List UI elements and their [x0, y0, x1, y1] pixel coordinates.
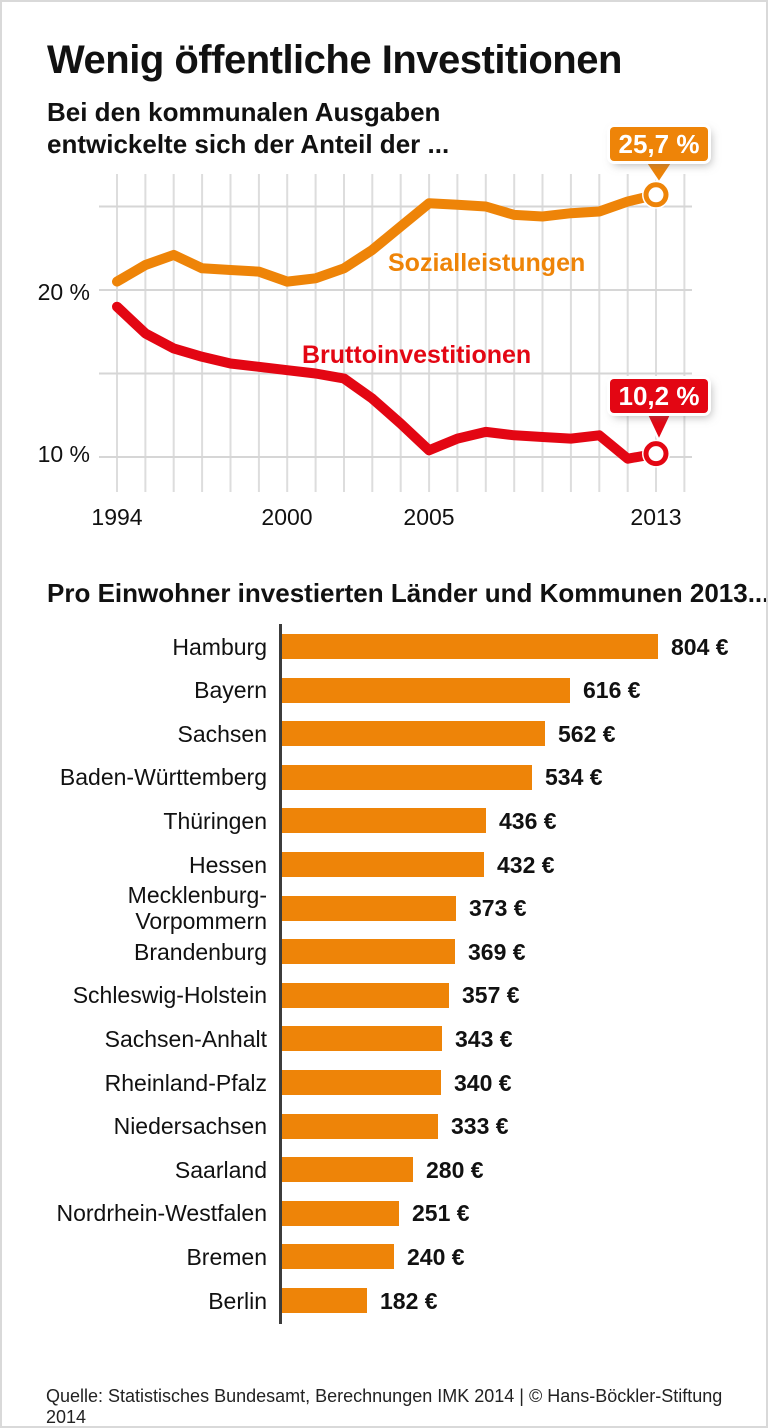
bar-row-label: Sachsen-Anhalt — [104, 1025, 267, 1052]
bar — [282, 677, 570, 703]
bar — [282, 1026, 442, 1052]
x-axis-tick-1994: 1994 — [91, 504, 143, 530]
series-label-bruttoinvestitionen: Bruttoinvestitionen — [302, 341, 532, 369]
callout-sozialleistungen-value: 25,7 % — [610, 127, 708, 161]
bar-value-label: 343 € — [455, 1025, 513, 1052]
bar-row-label: Sachsen — [177, 720, 267, 747]
bar-value-label: 182 € — [380, 1287, 438, 1314]
bar-row-label: Bayern — [194, 677, 267, 704]
bar-value-label: 432 € — [497, 851, 555, 878]
line-chart — [99, 162, 692, 492]
bar-value-label: 333 € — [451, 1113, 509, 1140]
bar-value-label: 369 € — [468, 938, 526, 965]
bar-row-label: Thüringen — [163, 807, 267, 834]
bar — [282, 1157, 413, 1183]
bar-row-label: Nordrhein-Westfalen — [56, 1200, 267, 1227]
bar — [282, 982, 449, 1008]
bar — [282, 939, 455, 965]
bar — [282, 1070, 441, 1095]
bar-value-label: 340 € — [454, 1069, 512, 1096]
bar — [282, 852, 484, 877]
bar — [282, 764, 532, 790]
bar-value-label: 240 € — [407, 1243, 465, 1270]
bar-chart-title: Pro Einwohner investierten Länder und Ko… — [47, 578, 768, 608]
bar-row-label: Bremen — [186, 1243, 267, 1270]
bar-row-label: Saarland — [174, 1156, 267, 1183]
source-line: Quelle: Statistisches Bundesamt, Berechn… — [46, 1386, 723, 1427]
bar — [282, 1244, 394, 1270]
bar-row-label: Brandenburg — [134, 938, 267, 965]
x-axis-tick-2013: 2013 — [630, 504, 682, 530]
bar-value-label: 357 € — [462, 982, 520, 1009]
bar — [282, 1288, 367, 1313]
bar-value-label: 436 € — [499, 807, 557, 834]
y-axis-tick-20: 20 % — [37, 279, 90, 305]
bar — [282, 721, 545, 747]
bar — [282, 634, 658, 659]
callout-bruttoinvestitionen-value: 10,2 % — [610, 379, 708, 413]
bar-value-label: 251 € — [412, 1200, 470, 1227]
x-axis-tick-2005: 2005 — [403, 504, 455, 530]
bar — [282, 1200, 399, 1226]
bar-row-label: Baden-Württemberg — [59, 764, 267, 791]
bar-value-label: 562 € — [558, 720, 616, 747]
bar-value-label: 804 € — [671, 633, 729, 660]
page-title: Wenig öffentliche Investitionen — [47, 38, 622, 82]
bar-value-label: 280 € — [426, 1156, 484, 1183]
bar-row-label: Berlin — [208, 1287, 267, 1314]
y-axis-tick-10: 10 % — [37, 441, 90, 467]
page-subtitle: Bei den kommunalen Ausgaben entwickelte … — [47, 97, 450, 159]
bar-row-label: Rheinland-Pfalz — [104, 1069, 267, 1096]
x-axis-tick-2000: 2000 — [261, 504, 313, 530]
bar-chart-axis-line — [279, 624, 282, 1324]
bar — [282, 808, 486, 834]
bar — [282, 895, 456, 921]
bar-value-label: 616 € — [583, 677, 641, 704]
bar-row-label: Hessen — [189, 851, 267, 878]
bar-value-label: 373 € — [469, 895, 527, 922]
bar — [282, 1113, 438, 1139]
bar-row-label: Niedersachsen — [113, 1113, 267, 1140]
bar-value-label: 534 € — [545, 764, 603, 791]
bar-row-label: Mecklenburg- Vorpommern — [127, 882, 267, 935]
bar-row-label: Schleswig-Holstein — [72, 982, 267, 1009]
bar-row-label: Hamburg — [172, 633, 267, 660]
series-label-sozialleistungen: Sozialleistungen — [388, 249, 586, 277]
